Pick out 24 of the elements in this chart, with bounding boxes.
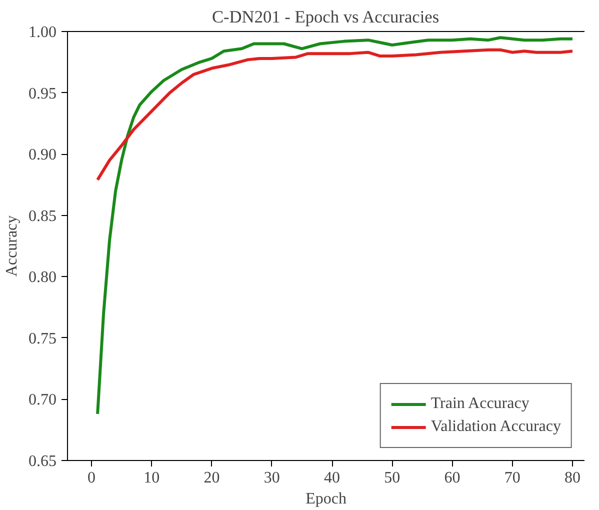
y-tick-label: 0.75 bbox=[28, 330, 56, 348]
line-series bbox=[96, 48, 574, 182]
x-tick-label: 20 bbox=[204, 470, 220, 486]
line-series bbox=[96, 36, 574, 416]
y-axis-title: Accuracy bbox=[4, 215, 20, 277]
x-axis-title: Epoch bbox=[306, 490, 346, 508]
x-tick-label: 10 bbox=[144, 470, 160, 486]
x-tick-label: 40 bbox=[324, 470, 340, 486]
legend-label: Train Accuracy bbox=[430, 395, 530, 413]
y-tick-label: 0.65 bbox=[28, 453, 56, 470]
chart-title: C-DN201 - Epoch vs Accuracies bbox=[212, 8, 440, 26]
x-tick-label: 60 bbox=[444, 470, 460, 486]
y-tick-label: 0.80 bbox=[28, 269, 56, 286]
y-tick-label: 0.95 bbox=[28, 85, 56, 102]
legend-label: Validation Accuracy bbox=[430, 418, 561, 436]
y-tick-label: 1.00 bbox=[28, 24, 56, 41]
x-tick-label: 30 bbox=[264, 470, 280, 486]
x-tick-label: 70 bbox=[504, 470, 520, 486]
x-tick-label: 80 bbox=[564, 470, 580, 486]
x-tick-label: 50 bbox=[384, 470, 400, 486]
x-tick-label: 0 bbox=[88, 470, 96, 486]
y-tick-label: 0.90 bbox=[28, 146, 56, 164]
y-tick-label: 0.85 bbox=[28, 208, 56, 225]
y-tick-label: 0.70 bbox=[28, 392, 56, 409]
